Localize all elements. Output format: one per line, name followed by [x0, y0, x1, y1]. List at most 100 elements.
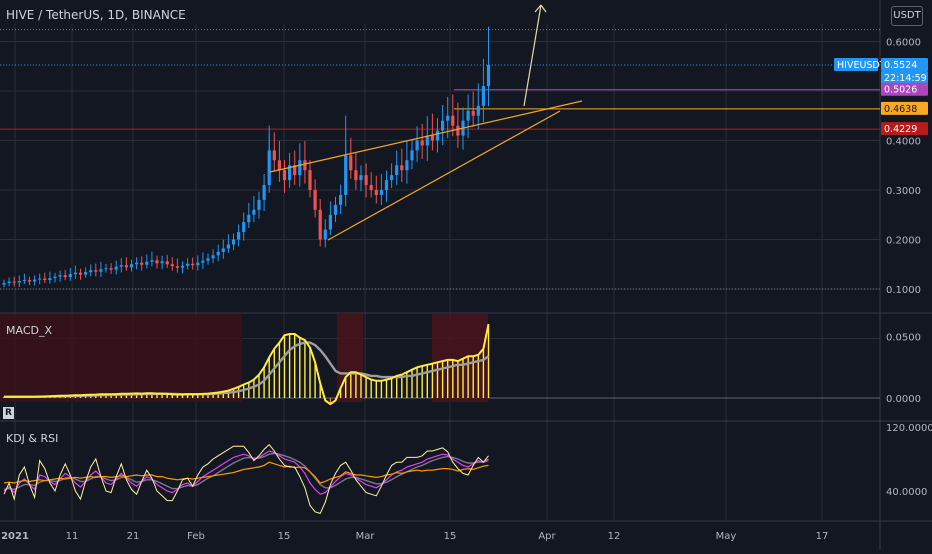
candle-body: [104, 268, 108, 270]
breakout-arrow: [523, 4, 542, 107]
rsi-line: [3, 461, 489, 484]
candle-body: [58, 275, 62, 277]
candle-body: [140, 262, 144, 265]
candle-body: [73, 272, 77, 275]
candle-body: [379, 190, 383, 195]
level-badge-red-bg: [881, 122, 928, 136]
candle-body: [282, 170, 287, 181]
candle-body: [456, 125, 460, 136]
candle-body: [420, 140, 424, 146]
candle-body: [262, 185, 266, 200]
candle-body: [150, 260, 154, 262]
candle-body: [313, 190, 317, 210]
kdj-rsi-series: [3, 443, 489, 515]
candle-body: [252, 209, 256, 215]
candle-body: [481, 86, 485, 106]
candle-body: [89, 270, 93, 273]
price-tick-label: 0.2000: [886, 236, 921, 247]
candle-body: [196, 262, 200, 266]
candle-body: [435, 130, 440, 141]
candle-body: [201, 260, 205, 263]
candle-body: [48, 278, 52, 281]
level-badge-orange-bg: [881, 101, 928, 115]
kdj-j-line: [3, 443, 489, 515]
currency-button[interactable]: USDT: [891, 6, 923, 26]
breakout-arrow-head: [540, 4, 547, 13]
candle-body: [226, 244, 230, 249]
candlestick-series[interactable]: [2, 26, 491, 288]
r-badge[interactable]: R: [3, 407, 14, 419]
time-tick-label: 21: [127, 531, 140, 542]
candle-body: [430, 135, 434, 141]
candle-body: [441, 120, 445, 131]
candle-body: [135, 262, 139, 265]
candle-body: [303, 160, 307, 171]
macd-tick-label: 0.0000: [886, 394, 921, 405]
trendlines[interactable]: [269, 4, 583, 241]
macd-shade-zone: [0, 314, 242, 402]
candle-body: [17, 281, 21, 283]
kdj-tick-label: 40.0000: [886, 487, 927, 498]
candle-body: [247, 214, 251, 223]
candle-body: [344, 155, 348, 195]
wedge-lower-trendline: [327, 110, 561, 241]
time-axis[interactable]: 2021 11 21 Feb 15 Mar 15 Apr 12 May 17: [1, 531, 828, 542]
countdown-badge: 22:14:59: [884, 73, 927, 84]
candle-body: [165, 261, 169, 265]
symbol-title[interactable]: HIVE / TetherUS, 1D, BINANCE: [6, 8, 186, 22]
candle-body: [339, 194, 343, 205]
last-price-badge: 0.5524: [884, 60, 917, 71]
candle-body: [109, 268, 113, 270]
candle-body: [221, 248, 225, 252]
level-badge-red: 0.4229: [884, 124, 917, 135]
candle-body: [384, 180, 389, 190]
time-tick-label: 17: [816, 531, 829, 542]
candle-body: [293, 165, 297, 176]
macd-tick-label: 0.0500: [886, 333, 921, 344]
candle-body: [318, 209, 322, 240]
last-price-badge-bg: [881, 58, 928, 72]
candle-body: [84, 272, 88, 275]
breakout-arrow-head: [534, 4, 542, 13]
candle-body: [277, 160, 281, 171]
candle-body: [405, 160, 409, 171]
candle-body: [242, 222, 246, 233]
candle-body: [129, 264, 134, 268]
candle-body: [359, 175, 363, 181]
price-tick-label: 0.6000: [886, 38, 921, 49]
candle-body: [288, 165, 292, 181]
price-tick-label: 0.3000: [886, 186, 921, 197]
time-tick-label: Apr: [538, 531, 556, 542]
kdj-rsi-label[interactable]: KDJ & RSI: [6, 432, 59, 445]
time-tick-label: 15: [444, 531, 457, 542]
candle-body: [38, 278, 42, 280]
candle-body: [99, 269, 103, 272]
candle-body: [272, 150, 276, 161]
candle-body: [175, 266, 179, 268]
candle-body: [33, 279, 37, 282]
time-tick-label: May: [716, 531, 737, 542]
macd-shade-zone: [432, 314, 488, 402]
candle-body: [7, 281, 11, 284]
candle-body: [216, 251, 220, 256]
symbol-badge-bg: [834, 58, 878, 72]
candle-body: [476, 105, 480, 116]
candle-body: [206, 258, 210, 261]
candle-body: [114, 266, 118, 270]
macd-label[interactable]: MACD_X: [6, 324, 53, 337]
candle-body: [22, 280, 26, 282]
candle-body: [333, 204, 338, 215]
candle-body: [364, 175, 368, 186]
candle-body: [267, 150, 271, 186]
candle-body: [400, 165, 404, 171]
candle-body: [395, 165, 399, 176]
price-tick-label: 0.4000: [886, 137, 921, 148]
candle-body: [425, 135, 429, 146]
symbol-badge: HIVEUSDT: [837, 60, 886, 71]
level-badge-purple-bg: [881, 82, 928, 96]
candle-body: [466, 110, 470, 121]
candle-body: [180, 265, 185, 268]
